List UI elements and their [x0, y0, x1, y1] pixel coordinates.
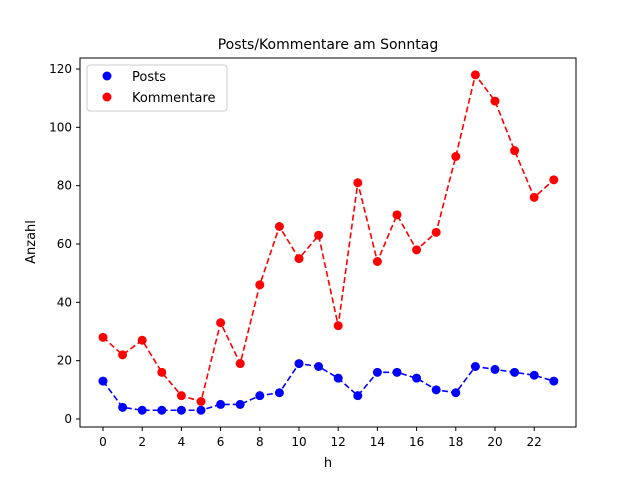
data-point [451, 152, 461, 161]
y-tick-label: 40 [57, 295, 72, 309]
data-point [451, 388, 461, 398]
data-point [372, 367, 382, 377]
y-axis-label: Anzahl [24, 220, 39, 264]
data-point [118, 350, 128, 360]
x-tick-label: 8 [256, 435, 264, 449]
data-point [490, 364, 500, 374]
data-point [372, 257, 382, 266]
data-point [431, 385, 441, 395]
data-series [98, 70, 559, 415]
data-point [412, 373, 422, 383]
data-point [176, 405, 186, 415]
data-point [157, 367, 167, 377]
data-point [294, 254, 304, 264]
data-point [333, 321, 343, 331]
legend-label-posts: Posts [132, 70, 166, 85]
x-tick-label: 16 [409, 435, 424, 449]
data-point [353, 391, 363, 401]
data-point [510, 146, 520, 156]
x-axis-ticks: 0 2 4 6 8 10 12 14 16 18 20 22 [99, 427, 542, 449]
data-point [412, 245, 422, 255]
legend-marker-kommentare [102, 92, 112, 102]
data-point [196, 405, 206, 415]
data-point [176, 391, 186, 401]
x-tick-label: 2 [138, 435, 146, 449]
data-point [235, 399, 245, 409]
series-kommentare [98, 70, 559, 406]
data-point [470, 362, 480, 371]
y-tick-label: 80 [57, 179, 72, 193]
data-point [510, 367, 520, 377]
data-point [431, 227, 441, 237]
data-point [274, 222, 284, 231]
plot-area [79, 57, 577, 428]
x-tick-label: 4 [178, 435, 186, 449]
data-point [274, 388, 284, 398]
y-tick-label: 120 [49, 62, 72, 76]
data-point [294, 359, 304, 369]
y-tick-label: 0 [64, 412, 72, 426]
data-point [314, 362, 324, 371]
data-point [529, 192, 539, 202]
chart-title: Posts/Kommentare am Sonntag [218, 37, 439, 53]
legend-label-kommentare: Kommentare [132, 91, 216, 106]
data-point [314, 230, 324, 240]
x-tick-label: 14 [370, 435, 385, 449]
x-tick-label: 20 [487, 435, 502, 449]
data-point [549, 376, 559, 386]
data-point [392, 367, 402, 377]
data-point [98, 332, 108, 342]
x-tick-label: 22 [527, 435, 542, 449]
y-tick-label: 100 [49, 120, 72, 134]
data-point [137, 405, 147, 415]
data-point [392, 210, 402, 220]
data-point [255, 391, 265, 401]
data-point [490, 96, 500, 106]
x-tick-label: 18 [448, 435, 463, 449]
series-posts [98, 359, 559, 415]
legend: Posts Kommentare [86, 64, 228, 112]
y-axis-ticks: 0 20 40 60 80 100 120 [49, 62, 80, 426]
x-tick-label: 6 [217, 435, 225, 449]
x-tick-label: 0 [99, 435, 107, 449]
data-point [235, 359, 245, 369]
data-point [529, 370, 539, 380]
data-point [137, 335, 147, 345]
x-tick-label: 10 [291, 435, 306, 449]
data-point [333, 373, 343, 383]
y-tick-label: 20 [57, 354, 72, 368]
data-point [157, 405, 167, 415]
data-point [98, 376, 108, 386]
data-point [470, 70, 480, 80]
x-axis-label: h [324, 456, 332, 471]
data-point [255, 280, 265, 290]
data-point [196, 397, 206, 406]
data-point [118, 402, 128, 412]
data-point [216, 399, 226, 409]
data-point [216, 318, 226, 328]
x-tick-label: 12 [331, 435, 346, 449]
legend-marker-posts [102, 71, 112, 81]
data-point [353, 178, 363, 188]
y-tick-label: 60 [57, 237, 72, 251]
data-point [549, 175, 559, 185]
